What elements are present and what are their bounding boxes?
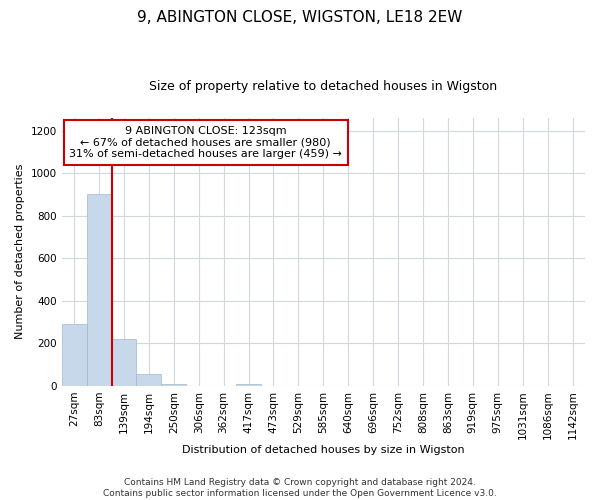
Bar bbox=[236, 384, 261, 386]
Text: Contains HM Land Registry data © Crown copyright and database right 2024.
Contai: Contains HM Land Registry data © Crown c… bbox=[103, 478, 497, 498]
Text: 9 ABINGTON CLOSE: 123sqm
← 67% of detached houses are smaller (980)
31% of semi-: 9 ABINGTON CLOSE: 123sqm ← 67% of detach… bbox=[69, 126, 342, 159]
Y-axis label: Number of detached properties: Number of detached properties bbox=[15, 164, 25, 340]
Bar bbox=[161, 384, 186, 386]
Bar bbox=[86, 194, 112, 386]
Bar bbox=[62, 324, 86, 386]
Bar bbox=[112, 339, 136, 386]
Text: 9, ABINGTON CLOSE, WIGSTON, LE18 2EW: 9, ABINGTON CLOSE, WIGSTON, LE18 2EW bbox=[137, 10, 463, 25]
Bar bbox=[136, 374, 161, 386]
Title: Size of property relative to detached houses in Wigston: Size of property relative to detached ho… bbox=[149, 80, 497, 93]
X-axis label: Distribution of detached houses by size in Wigston: Distribution of detached houses by size … bbox=[182, 445, 464, 455]
